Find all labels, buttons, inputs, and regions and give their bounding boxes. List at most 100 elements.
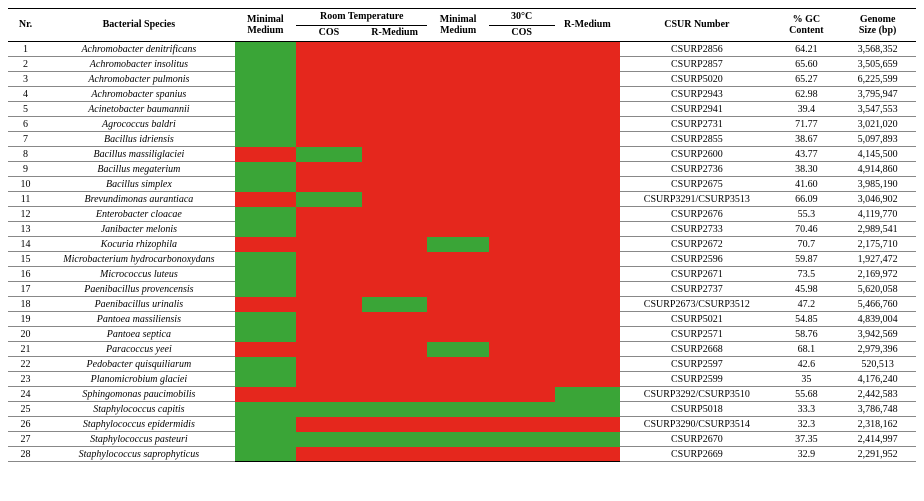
growth-cell bbox=[296, 342, 362, 357]
cell-species: Staphylococcus capitis bbox=[43, 402, 235, 417]
growth-cell bbox=[235, 447, 296, 462]
growth-cell bbox=[489, 72, 555, 87]
growth-cell bbox=[427, 102, 488, 117]
cell-species: Pantoea massiliensis bbox=[43, 312, 235, 327]
growth-cell bbox=[362, 147, 428, 162]
hdr-roomtemp: Room Temperature bbox=[296, 9, 427, 26]
growth-cell bbox=[362, 387, 428, 402]
growth-cell bbox=[427, 117, 488, 132]
cell-nr: 18 bbox=[8, 297, 43, 312]
table-row: 23Planomicrobium glacieiCSURP2599354,176… bbox=[8, 372, 916, 387]
cell-nr: 9 bbox=[8, 162, 43, 177]
hdr-mm2: Minimal Medium bbox=[427, 9, 488, 42]
growth-cell bbox=[555, 327, 621, 342]
cell-nr: 6 bbox=[8, 117, 43, 132]
table-row: 22Pedobacter quisquiliarumCSURP259742.65… bbox=[8, 357, 916, 372]
table-row: 2Achromobacter insolitusCSURP285765.603,… bbox=[8, 57, 916, 72]
growth-cell bbox=[489, 342, 555, 357]
cell-csur: CSURP2597 bbox=[620, 357, 773, 372]
cell-csur: CSURP2600 bbox=[620, 147, 773, 162]
hdr-size: Genome Size (bp) bbox=[839, 9, 916, 42]
growth-cell bbox=[555, 222, 621, 237]
growth-cell bbox=[555, 42, 621, 57]
growth-cell bbox=[235, 117, 296, 132]
cell-size: 2,291,952 bbox=[839, 447, 916, 462]
cell-size: 2,169,972 bbox=[839, 267, 916, 282]
growth-cell bbox=[296, 417, 362, 432]
growth-cell bbox=[427, 147, 488, 162]
cell-gc: 65.60 bbox=[774, 57, 840, 72]
table-row: 5Acinetobacter baumanniiCSURP294139.43,5… bbox=[8, 102, 916, 117]
growth-cell bbox=[362, 432, 428, 447]
growth-cell bbox=[362, 162, 428, 177]
cell-size: 3,568,352 bbox=[839, 42, 916, 57]
cell-gc: 42.6 bbox=[774, 357, 840, 372]
growth-cell bbox=[427, 42, 488, 57]
cell-size: 2,414,997 bbox=[839, 432, 916, 447]
cell-nr: 3 bbox=[8, 72, 43, 87]
growth-cell bbox=[489, 42, 555, 57]
table-row: 12Enterobacter cloacaeCSURP267655.34,119… bbox=[8, 207, 916, 222]
table-row: 16Micrococcus luteusCSURP267173.52,169,9… bbox=[8, 267, 916, 282]
cell-csur: CSURP2669 bbox=[620, 447, 773, 462]
growth-cell bbox=[296, 372, 362, 387]
cell-size: 5,620,058 bbox=[839, 282, 916, 297]
cell-size: 4,176,240 bbox=[839, 372, 916, 387]
cell-species: Bacillus idriensis bbox=[43, 132, 235, 147]
cell-species: Staphylococcus pasteuri bbox=[43, 432, 235, 447]
cell-csur: CSURP2943 bbox=[620, 87, 773, 102]
growth-cell bbox=[296, 42, 362, 57]
table-row: 17Paenibacillus provencensisCSURP273745.… bbox=[8, 282, 916, 297]
table-row: 10Bacillus simplexCSURP267541.603,985,19… bbox=[8, 177, 916, 192]
growth-cell bbox=[489, 432, 555, 447]
growth-cell bbox=[235, 177, 296, 192]
hdr-rmed2: R-Medium bbox=[555, 9, 621, 42]
growth-cell bbox=[555, 162, 621, 177]
cell-gc: 35 bbox=[774, 372, 840, 387]
growth-cell bbox=[555, 447, 621, 462]
cell-nr: 21 bbox=[8, 342, 43, 357]
table-row: 21Paracoccus yeeiCSURP266868.12,979,396 bbox=[8, 342, 916, 357]
growth-cell bbox=[427, 132, 488, 147]
cell-size: 2,442,583 bbox=[839, 387, 916, 402]
growth-cell bbox=[235, 402, 296, 417]
growth-cell bbox=[296, 387, 362, 402]
cell-gc: 39.4 bbox=[774, 102, 840, 117]
table-row: 9Bacillus megateriumCSURP273638.304,914,… bbox=[8, 162, 916, 177]
table-row: 11Brevundimonas aurantiacaCSURP3291/CSUR… bbox=[8, 192, 916, 207]
cell-csur: CSURP5021 bbox=[620, 312, 773, 327]
cell-size: 3,786,748 bbox=[839, 402, 916, 417]
cell-size: 3,046,902 bbox=[839, 192, 916, 207]
growth-cell bbox=[235, 252, 296, 267]
cell-species: Planomicrobium glaciei bbox=[43, 372, 235, 387]
cell-gc: 71.77 bbox=[774, 117, 840, 132]
growth-cell bbox=[427, 447, 488, 462]
cell-csur: CSURP2731 bbox=[620, 117, 773, 132]
growth-cell bbox=[296, 447, 362, 462]
growth-cell bbox=[296, 237, 362, 252]
cell-species: Microbacterium hydrocarbonoxydans bbox=[43, 252, 235, 267]
cell-species: Paenibacillus urinalis bbox=[43, 297, 235, 312]
table-row: 26Staphylococcus epidermidisCSURP3290/CS… bbox=[8, 417, 916, 432]
growth-cell bbox=[362, 282, 428, 297]
growth-cell bbox=[362, 297, 428, 312]
table-row: 1Achromobacter denitrificansCSURP285664.… bbox=[8, 42, 916, 57]
cell-gc: 33.3 bbox=[774, 402, 840, 417]
cell-species: Achromobacter denitrificans bbox=[43, 42, 235, 57]
cell-nr: 16 bbox=[8, 267, 43, 282]
cell-csur: CSURP5018 bbox=[620, 402, 773, 417]
growth-cell bbox=[555, 312, 621, 327]
cell-gc: 37.35 bbox=[774, 432, 840, 447]
growth-cell bbox=[427, 222, 488, 237]
cell-csur: CSURP3290/CSURP3514 bbox=[620, 417, 773, 432]
cell-nr: 24 bbox=[8, 387, 43, 402]
table-row: 19Pantoea massiliensisCSURP502154.854,83… bbox=[8, 312, 916, 327]
cell-nr: 23 bbox=[8, 372, 43, 387]
cell-nr: 2 bbox=[8, 57, 43, 72]
cell-csur: CSURP2571 bbox=[620, 327, 773, 342]
cell-size: 4,914,860 bbox=[839, 162, 916, 177]
growth-cell bbox=[235, 342, 296, 357]
table-header: Nr. Bacterial Species Minimal Medium Roo… bbox=[8, 9, 916, 42]
growth-cell bbox=[427, 342, 488, 357]
growth-cell bbox=[296, 357, 362, 372]
